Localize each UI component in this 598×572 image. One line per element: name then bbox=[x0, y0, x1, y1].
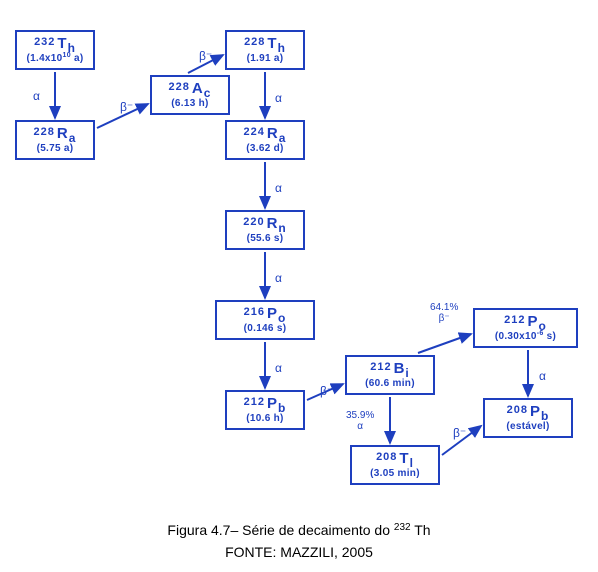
label-alpha-bi212-tl208: 35.9%α bbox=[346, 410, 374, 432]
node-po212: 212Po (0.30x10-6 s) bbox=[473, 308, 578, 348]
half-life: (0.146 s) bbox=[244, 324, 287, 334]
half-life: (0.30x10-6 s) bbox=[495, 332, 556, 342]
isotope-label: 228Ac bbox=[169, 81, 212, 96]
half-life: (1.91 a) bbox=[247, 54, 284, 64]
half-life: (1.4x1010 a) bbox=[27, 54, 84, 64]
node-tl208: 208Tl(3.05 min) bbox=[350, 445, 440, 485]
mass-number: 224 bbox=[244, 127, 265, 138]
element-symbol: P bbox=[528, 314, 539, 329]
element-symbol-sub: a bbox=[279, 132, 287, 144]
isotope-label: 228Th bbox=[244, 36, 286, 51]
node-po216: 216Po(0.146 s) bbox=[215, 300, 315, 340]
mass-number: 228 bbox=[34, 127, 55, 138]
element-symbol-sub: o bbox=[278, 312, 286, 324]
caption-suffix: Th bbox=[411, 522, 431, 538]
mass-number: 212 bbox=[504, 315, 525, 326]
figure-source: FONTE: MAZZILI, 2005 bbox=[0, 544, 598, 560]
caption-sup: 232 bbox=[394, 522, 411, 533]
mass-number: 232 bbox=[34, 37, 55, 48]
isotope-label: 216Po bbox=[244, 306, 287, 321]
mass-number: 220 bbox=[243, 217, 264, 228]
label-alpha-th232-ra228: α bbox=[33, 90, 40, 102]
element-symbol: B bbox=[394, 361, 406, 376]
half-life: (60.6 min) bbox=[365, 379, 415, 389]
label-alpha-th228-ra224: α bbox=[275, 92, 282, 104]
mass-number: 212 bbox=[244, 397, 265, 408]
arrow-bi212-po212 bbox=[418, 334, 471, 353]
node-th232: 232Th (1.4x1010 a) bbox=[15, 30, 95, 70]
element-symbol: R bbox=[57, 126, 69, 141]
node-ac228: 228Ac(6.13 h) bbox=[150, 75, 230, 115]
half-life: (10.6 h) bbox=[246, 414, 283, 424]
label-beta-ra228-ac228: β⁻ bbox=[120, 101, 133, 113]
label-alpha-rn220-po216: α bbox=[275, 272, 282, 284]
element-symbol-sub: b bbox=[541, 410, 549, 422]
node-pb208: 208Pb(estável) bbox=[483, 398, 573, 438]
label-alpha-po216-pb212: α bbox=[275, 362, 282, 374]
label-alpha-ra224-rn220: α bbox=[275, 182, 282, 194]
node-pb212: 212Pb(10.6 h) bbox=[225, 390, 305, 430]
element-symbol: P bbox=[267, 396, 278, 411]
element-symbol: R bbox=[267, 216, 279, 231]
node-bi212: 212Bi(60.6 min) bbox=[345, 355, 435, 395]
node-rn220: 220Rn(55.6 s) bbox=[225, 210, 305, 250]
mass-number: 208 bbox=[507, 405, 528, 416]
isotope-label: 224Ra bbox=[244, 126, 287, 141]
element-symbol-sub: c bbox=[204, 87, 212, 99]
element-symbol-sub: l bbox=[410, 457, 414, 469]
figure-caption: Figura 4.7– Série de decaimento do 232 T… bbox=[0, 522, 598, 538]
element-symbol: P bbox=[267, 306, 278, 321]
label-alpha-po212-pb208: α bbox=[539, 370, 546, 382]
element-symbol-sub: n bbox=[278, 222, 286, 234]
element-symbol-sub: a bbox=[69, 132, 77, 144]
mass-number: 216 bbox=[244, 307, 265, 318]
isotope-label: 212Pb bbox=[244, 396, 287, 411]
element-symbol: T bbox=[267, 36, 277, 51]
element-symbol-sub: h bbox=[278, 42, 286, 54]
isotope-label: 228Ra bbox=[34, 126, 77, 141]
label-beta-pb212-bi212: β⁻ bbox=[320, 385, 333, 397]
isotope-label: 220Rn bbox=[243, 216, 287, 231]
element-symbol: A bbox=[192, 81, 204, 96]
half-life: (3.62 d) bbox=[246, 144, 283, 154]
mass-number: 212 bbox=[370, 362, 391, 373]
node-ra224: 224Ra(3.62 d) bbox=[225, 120, 305, 160]
half-life: (55.6 s) bbox=[247, 234, 284, 244]
isotope-label: 212Bi bbox=[370, 361, 410, 376]
isotope-label: 212Po bbox=[504, 314, 547, 329]
half-life: (3.05 min) bbox=[370, 469, 420, 479]
label-beta-tl208-pb208: β⁻ bbox=[453, 427, 466, 439]
label-beta-ac228-th228: β⁻ bbox=[199, 50, 212, 62]
isotope-label: 208Tl bbox=[376, 451, 414, 466]
label-beta-bi212-po212: 64.1%β⁻ bbox=[430, 302, 458, 324]
element-symbol: T bbox=[399, 451, 409, 466]
node-ra228: 228Ra(5.75 a) bbox=[15, 120, 95, 160]
half-life: (5.75 a) bbox=[37, 144, 74, 154]
isotope-label: 232Th bbox=[34, 36, 76, 51]
half-life: (estável) bbox=[506, 422, 549, 432]
mass-number: 228 bbox=[169, 82, 190, 93]
element-symbol-sub: b bbox=[278, 402, 286, 414]
element-symbol-sub: i bbox=[405, 367, 409, 379]
node-th228: 228Th(1.91 a) bbox=[225, 30, 305, 70]
arrows-layer bbox=[0, 0, 598, 572]
element-symbol: P bbox=[530, 404, 541, 419]
mass-number: 228 bbox=[244, 37, 265, 48]
caption-prefix: Figura 4.7– Série de decaimento do bbox=[167, 522, 393, 538]
element-symbol: R bbox=[267, 126, 279, 141]
decay-chain-diagram: 232Th(1.4x1010 a)228Ra(5.75 a)228Ac(6.13… bbox=[0, 0, 598, 572]
half-life: (6.13 h) bbox=[171, 99, 208, 109]
isotope-label: 208Pb bbox=[507, 404, 550, 419]
element-symbol: T bbox=[57, 36, 67, 51]
mass-number: 208 bbox=[376, 452, 397, 463]
